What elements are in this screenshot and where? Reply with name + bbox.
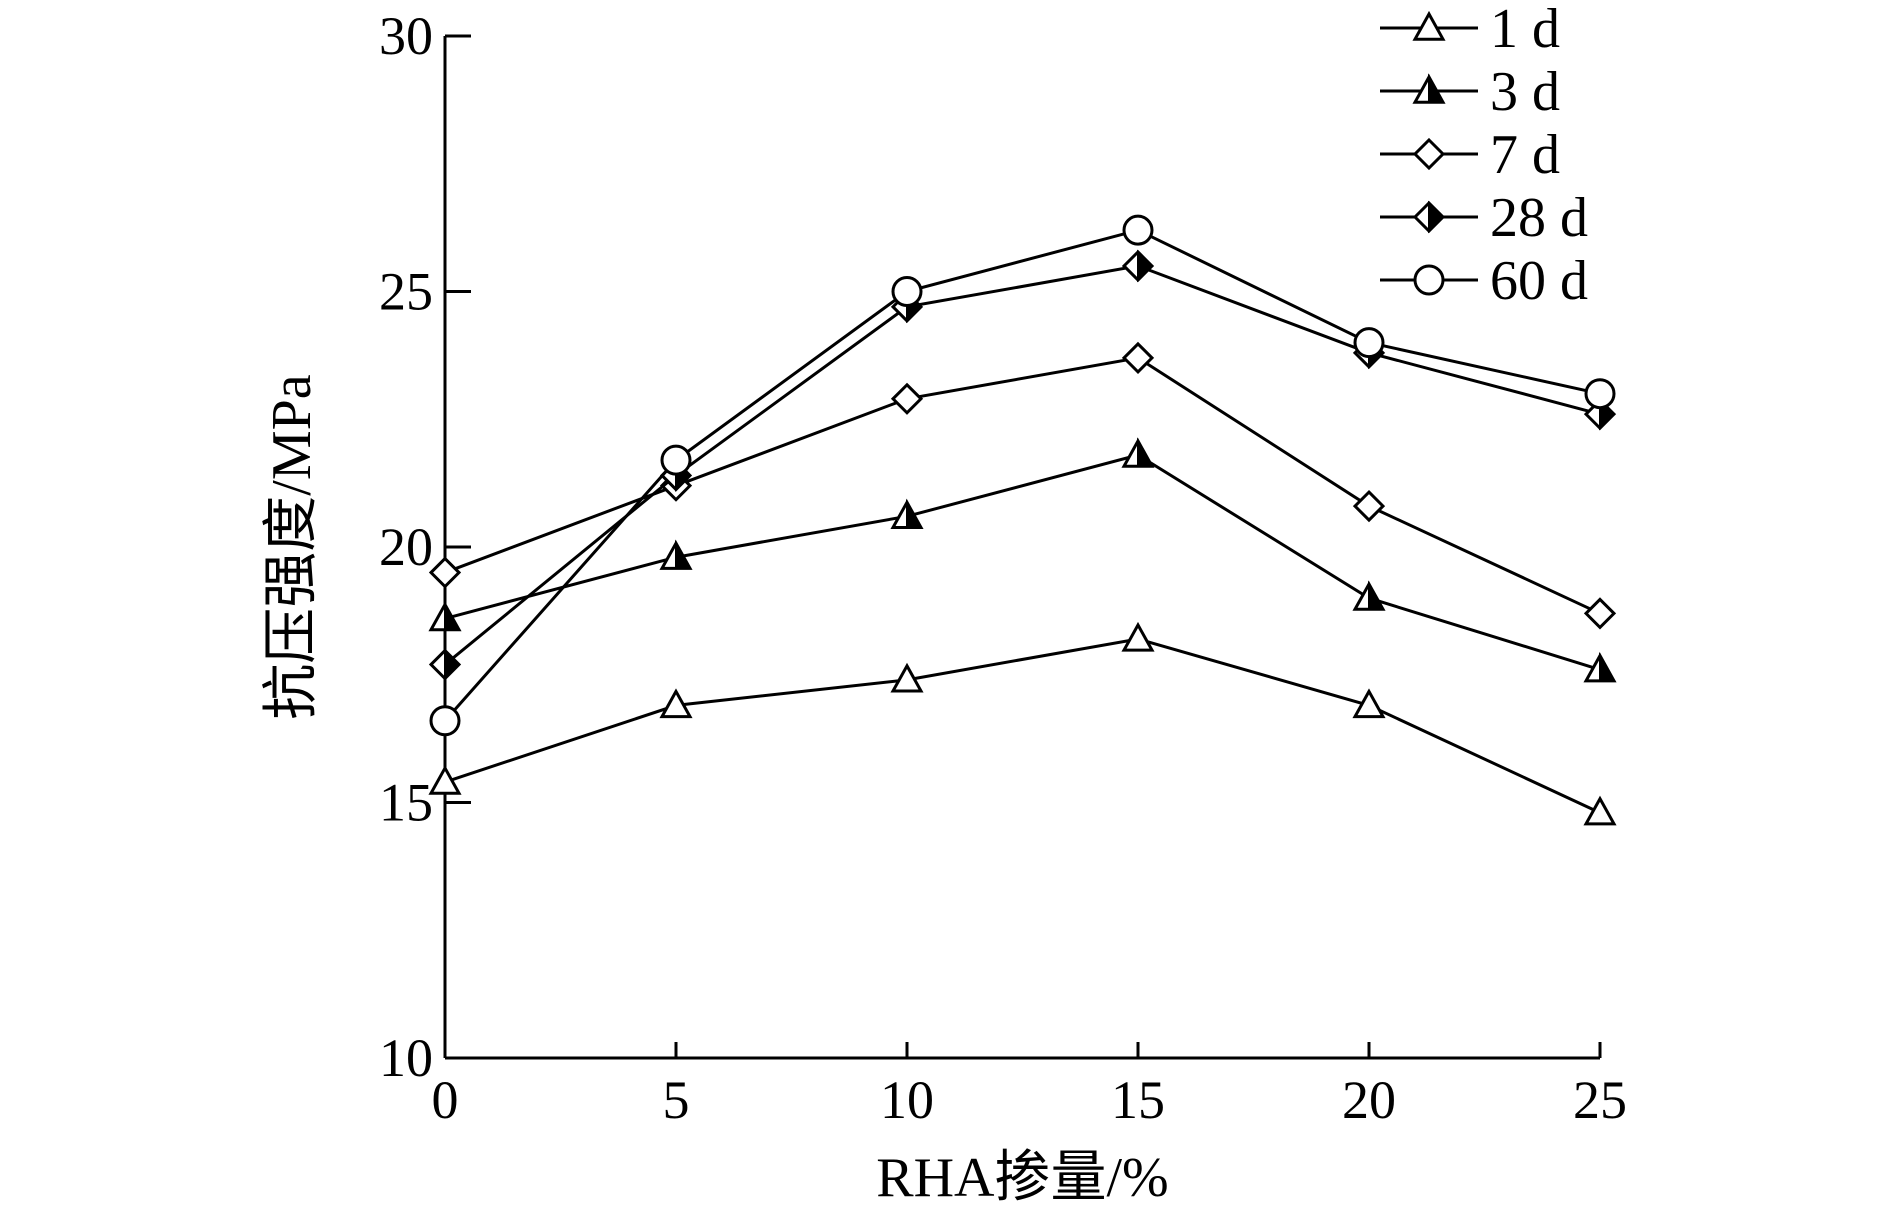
series-1d <box>428 621 1617 826</box>
point-3d-25-fill <box>1599 651 1616 682</box>
point-3d-15-fill <box>1137 437 1154 468</box>
series-28d <box>428 249 1617 681</box>
y-tick-label-15: 15 <box>379 773 433 833</box>
point-3d-25 <box>1583 651 1617 683</box>
legend-label-60d: 60 d <box>1490 250 1588 312</box>
point-60d-5-shape <box>660 444 692 476</box>
point-60d-20-shape <box>1353 327 1385 359</box>
point-60d-0 <box>429 705 461 737</box>
legend-label-1d: 1 d <box>1490 0 1560 60</box>
series-line-60d <box>443 228 1601 722</box>
point-1d-20-shape <box>1352 688 1386 719</box>
series-line-28d <box>444 264 1601 666</box>
legend-item-1d: 1 d <box>1380 0 1560 60</box>
point-28d-0-fill <box>444 648 461 681</box>
y-axis-title: 抗压强度/MPa <box>261 374 323 719</box>
point-60d-0-shape <box>429 705 461 737</box>
legend: 1 d3 d7 d28 d60 d <box>1380 0 1588 312</box>
legend-marker-1d-shape <box>1412 10 1446 41</box>
point-7d-10 <box>890 382 924 415</box>
y-tick-label-30: 30 <box>379 6 433 66</box>
point-28d-15-fill <box>1137 249 1154 283</box>
legend-marker-60d <box>1413 264 1445 296</box>
point-60d-20 <box>1353 327 1385 359</box>
x-tick-label-25: 25 <box>1573 1070 1627 1130</box>
series-layer <box>428 214 1617 826</box>
point-60d-15-shape <box>1122 214 1154 246</box>
point-7d-0 <box>428 556 462 589</box>
point-3d-5 <box>659 539 693 570</box>
point-60d-25 <box>1584 378 1616 410</box>
point-3d-20-fill <box>1368 580 1385 611</box>
legend-marker-3d-fill <box>1428 73 1445 104</box>
x-tick-label-5: 5 <box>663 1070 690 1130</box>
point-1d-10-shape <box>890 662 924 693</box>
point-7d-25 <box>1583 597 1617 630</box>
series-line-1d <box>444 637 1601 815</box>
point-28d-0 <box>428 648 462 681</box>
axes: 0 5 10 15 20 25 10 15 20 25 30 <box>379 6 1627 1130</box>
point-3d-20 <box>1352 580 1386 611</box>
point-7d-20 <box>1352 489 1386 523</box>
point-7d-15 <box>1121 341 1155 375</box>
point-3d-10 <box>890 498 924 530</box>
point-1d-0-shape <box>428 764 462 795</box>
point-1d-25 <box>1583 795 1617 826</box>
point-1d-15 <box>1121 621 1155 652</box>
legend-marker-60d-shape <box>1413 264 1445 296</box>
point-3d-5-fill <box>675 539 692 570</box>
series-60d <box>429 214 1616 737</box>
legend-item-28d: 28 d <box>1380 187 1588 249</box>
point-1d-0 <box>428 764 462 795</box>
point-7d-10-shape <box>890 382 924 415</box>
point-1d-15-shape <box>1121 621 1155 652</box>
y-tick-label-25: 25 <box>379 262 433 322</box>
point-60d-5 <box>660 444 692 476</box>
legend-item-60d: 60 d <box>1380 250 1588 312</box>
legend-label-3d: 3 d <box>1490 61 1560 123</box>
point-3d-10-fill <box>906 498 923 529</box>
point-60d-10-shape <box>891 276 923 307</box>
point-28d-15 <box>1121 249 1155 283</box>
series-3d <box>428 437 1617 683</box>
series-line-3d <box>444 453 1601 672</box>
legend-label-28d: 28 d <box>1490 187 1588 249</box>
point-7d-0-shape <box>428 556 462 589</box>
point-3d-15 <box>1121 437 1155 468</box>
point-3d-0-fill <box>444 600 461 631</box>
point-60d-15 <box>1122 214 1154 246</box>
x-axis-title: RHA掺量/% <box>876 1147 1168 1206</box>
legend-marker-1d <box>1412 10 1446 41</box>
point-1d-25-shape <box>1583 795 1617 826</box>
point-7d-20-shape <box>1352 489 1386 523</box>
x-tick-label-10: 10 <box>880 1070 934 1130</box>
point-1d-5 <box>659 688 693 719</box>
legend-marker-28d-fill <box>1428 200 1445 234</box>
series-line-7d <box>444 356 1601 615</box>
legend-item-3d: 3 d <box>1380 61 1560 123</box>
legend-marker-3d <box>1412 73 1446 104</box>
point-60d-10 <box>891 276 923 307</box>
x-tick-label-15: 15 <box>1111 1070 1165 1130</box>
y-tick-label-10: 10 <box>379 1028 433 1088</box>
point-60d-25-shape <box>1584 378 1616 410</box>
point-7d-15-shape <box>1121 341 1155 375</box>
point-3d-0 <box>428 600 462 632</box>
point-1d-10 <box>890 662 924 693</box>
legend-marker-7d <box>1412 137 1446 171</box>
legend-label-7d: 7 d <box>1490 124 1560 186</box>
y-tick-label-20: 20 <box>379 517 433 577</box>
point-1d-20 <box>1352 688 1386 719</box>
legend-marker-7d-shape <box>1412 137 1446 171</box>
point-7d-25-shape <box>1583 597 1617 630</box>
legend-marker-28d <box>1412 200 1446 234</box>
x-tick-label-20: 20 <box>1342 1070 1396 1130</box>
x-tick-label-0: 0 <box>432 1070 459 1130</box>
legend-item-7d: 7 d <box>1380 124 1560 186</box>
point-1d-5-shape <box>659 688 693 719</box>
